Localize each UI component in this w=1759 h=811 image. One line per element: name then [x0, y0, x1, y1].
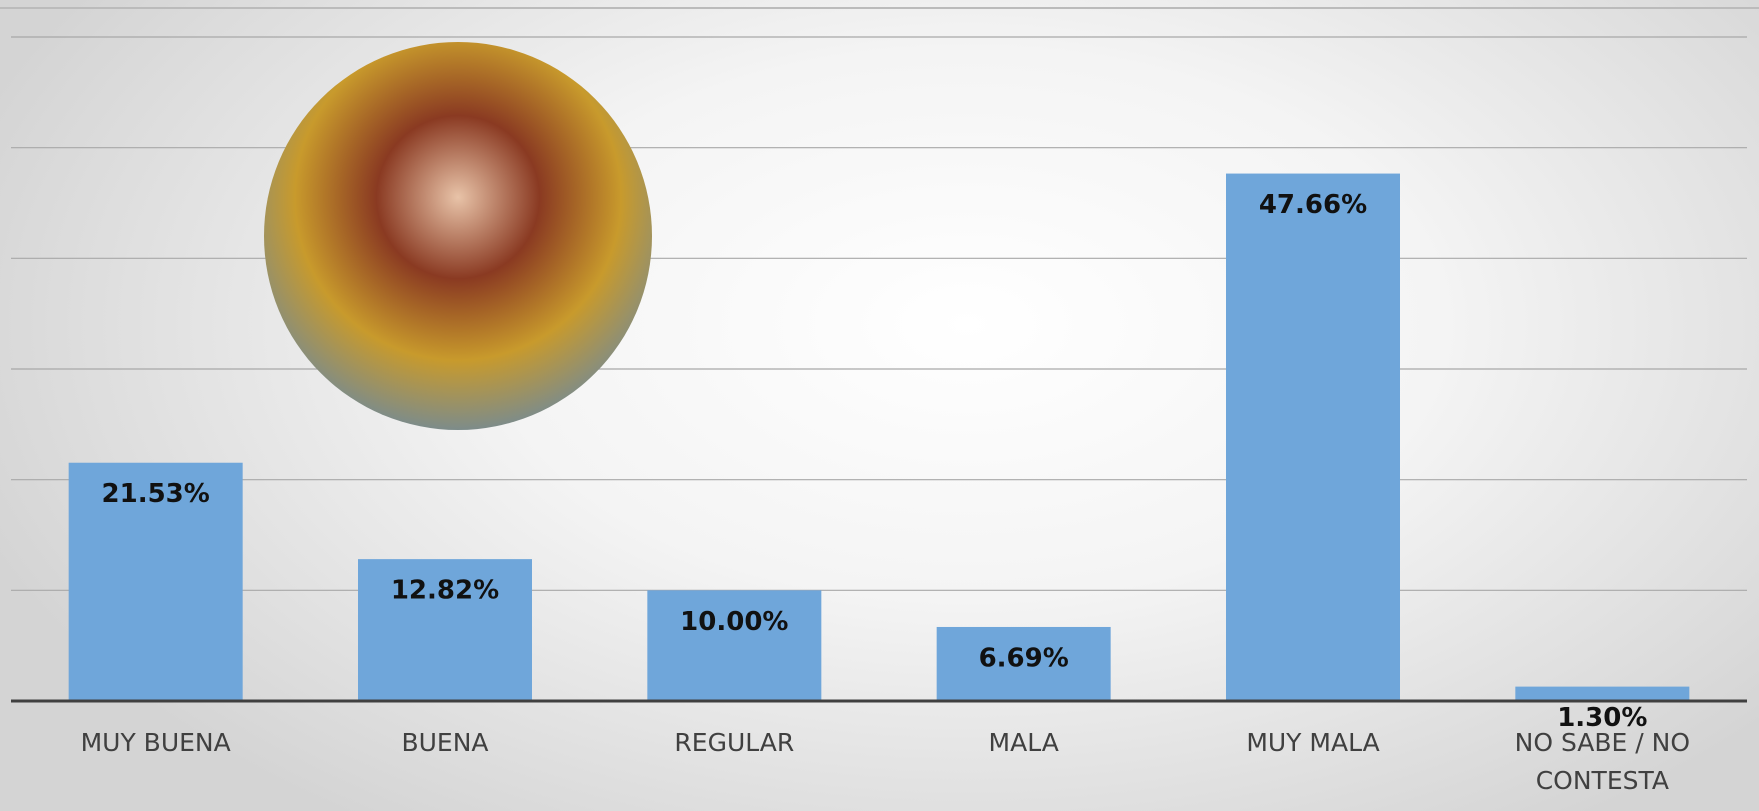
bar	[1226, 173, 1400, 701]
value-label: 47.66%	[1259, 190, 1367, 220]
bar	[358, 559, 532, 701]
x-tick-label: BUENA	[401, 728, 489, 757]
bar	[936, 626, 1111, 701]
bar	[68, 462, 243, 701]
bar	[647, 590, 822, 701]
x-tick-label: NO SABE / NO CONTESTA	[1514, 728, 1691, 795]
x-tick-label: MALA	[988, 728, 1059, 757]
value-label: 6.69%	[979, 643, 1069, 673]
bar	[1515, 686, 1690, 701]
x-tick-label: REGULAR	[674, 728, 795, 757]
value-label: 21.53%	[102, 479, 210, 509]
x-tick-label: MUY BUENA	[80, 728, 231, 757]
photo	[264, 42, 652, 430]
value-label: 1.30%	[1557, 703, 1647, 733]
value-label: 10.00%	[680, 607, 788, 637]
x-tick-label: MUY MALA	[1246, 728, 1380, 757]
value-label: 12.82%	[391, 576, 499, 606]
